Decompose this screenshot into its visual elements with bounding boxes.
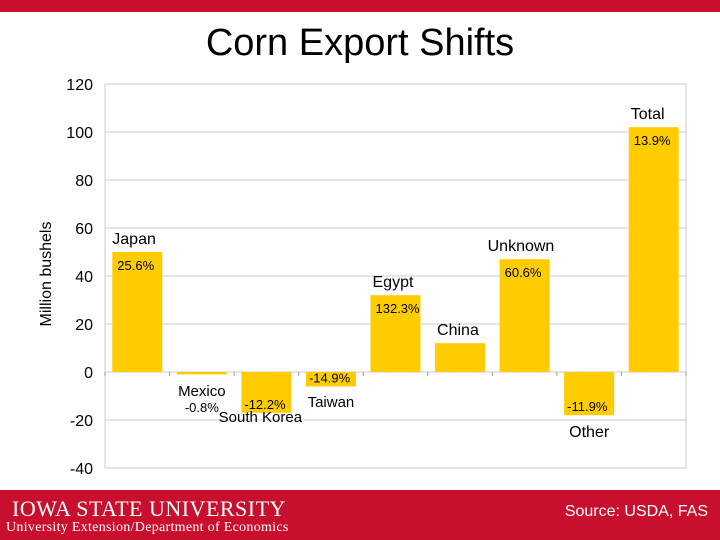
top-accent-bar: [0, 0, 720, 12]
isu-logo: IOWA STATE UNIVERSITY: [12, 496, 286, 521]
y-tick-label: -20: [70, 413, 93, 430]
category-label: Other: [569, 424, 610, 441]
y-tick-label: 0: [84, 365, 93, 382]
y-tick-label: -40: [70, 461, 93, 478]
category-label: Unknown: [488, 238, 555, 255]
bar-mexico: [176, 372, 227, 375]
source-note: Source: USDA, FAS: [564, 503, 708, 520]
category-label: Total: [631, 106, 665, 123]
category-label: Taiwan: [308, 394, 355, 411]
y-tick-label: 40: [75, 269, 93, 286]
category-label: China: [437, 322, 479, 339]
bar-egypt: [370, 295, 421, 372]
y-tick-label: 120: [66, 77, 93, 94]
bar-south-korea: [241, 372, 292, 413]
category-label: Egypt: [373, 274, 414, 291]
category-label: South Korea: [219, 409, 303, 426]
slide-title: Corn Export Shifts: [205, 22, 515, 64]
percent-label: 60.6%: [505, 265, 542, 280]
category-label: Japan: [112, 231, 156, 248]
percent-label: 132.3%: [376, 301, 421, 316]
footer-subtitle: University Extension/Department of Econo…: [6, 520, 289, 535]
percent-label: -11.9%: [567, 399, 608, 414]
bar-other: [564, 372, 615, 416]
percent-label: -14.9%: [309, 370, 351, 385]
footer-bar: [0, 490, 720, 540]
bar-china: [435, 343, 486, 372]
y-tick-label: 100: [66, 125, 93, 142]
percent-label: -0.8%: [185, 400, 219, 415]
bar-japan: [112, 252, 163, 372]
bar-taiwan: [305, 372, 356, 387]
percent-label: -12.2%: [244, 397, 286, 412]
y-tick-label: 80: [75, 173, 93, 190]
bar-total: [628, 127, 679, 372]
bar-chart: -40 -20 0 20 40 60 80 100 120 Million bushels 25.6…: [38, 77, 687, 478]
percent-label: 13.9%: [634, 133, 671, 148]
category-label: Mexico: [178, 383, 226, 400]
y-tick-label: 20: [75, 317, 93, 334]
y-axis-label: Million bushels: [38, 222, 55, 327]
percent-label: 25.6%: [117, 258, 154, 273]
bar-unknown: [499, 259, 550, 372]
y-tick-label: 60: [75, 221, 93, 238]
